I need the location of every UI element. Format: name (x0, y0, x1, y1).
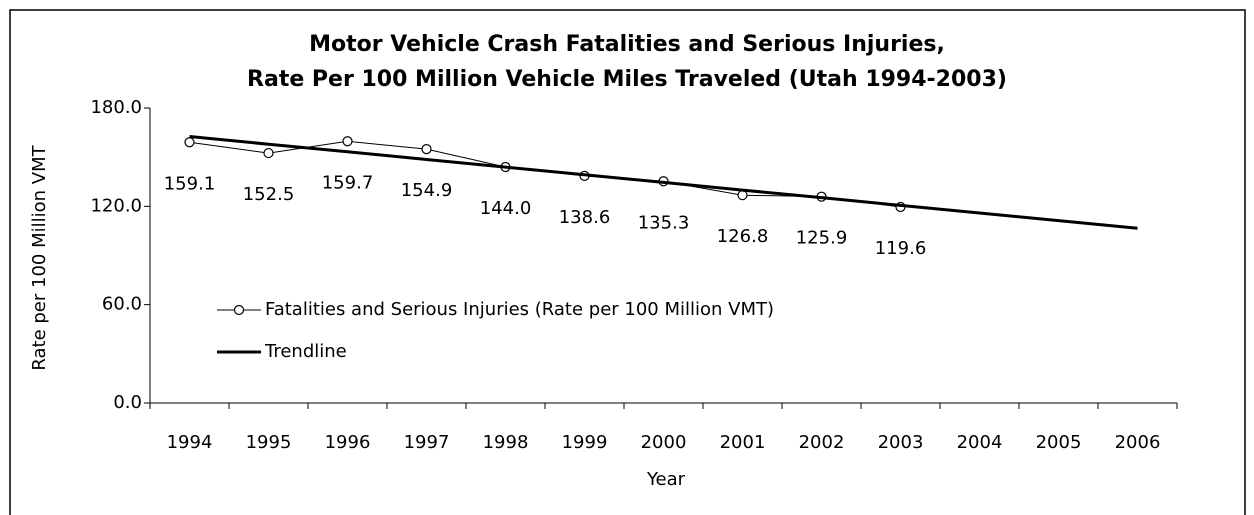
legend-marker (233, 304, 245, 316)
x-tick-label: 2003 (878, 432, 924, 453)
x-tick-label: 1998 (483, 432, 529, 453)
y-tick-label: 180.0 (90, 97, 142, 118)
data-label: 159.1 (164, 173, 216, 194)
chart-frame (9, 9, 1246, 515)
data-label: 126.8 (717, 226, 769, 247)
data-label: 154.9 (401, 180, 453, 201)
x-tick-label: 1999 (562, 432, 608, 453)
x-tick-label: 1996 (325, 432, 371, 453)
data-label: 125.9 (796, 228, 848, 249)
x-tick-label: 2005 (1036, 432, 1082, 453)
data-label: 135.3 (638, 212, 690, 233)
x-tick-label: 2006 (1115, 432, 1161, 453)
x-tick-label: 1997 (404, 432, 450, 453)
data-label: 138.6 (559, 207, 611, 228)
data-label: 144.0 (480, 198, 532, 219)
data-point (737, 190, 748, 201)
data-line (189, 140, 901, 208)
data-label: 119.6 (875, 238, 927, 259)
x-axis-label: Year (646, 469, 686, 490)
legend-label: Fatalities and Serious Injuries (Rate pe… (265, 299, 774, 320)
x-tick-label: 2002 (799, 432, 845, 453)
y-tick-label: 120.0 (90, 195, 142, 216)
data-point (421, 144, 432, 155)
data-point (184, 137, 195, 148)
trendline (189, 135, 1138, 230)
data-label: 159.7 (322, 172, 374, 193)
y-axis-label: Rate per 100 Million VMT (29, 144, 50, 370)
y-tick-label: 0.0 (113, 392, 142, 413)
chart-title: Motor Vehicle Crash Fatalities and Serio… (309, 32, 945, 57)
data-point (263, 147, 274, 159)
data-point (342, 136, 353, 147)
x-tick-label: 1994 (167, 432, 213, 453)
chart-title: Rate Per 100 Million Vehicle Miles Trave… (247, 67, 1007, 92)
x-tick-label: 2004 (957, 432, 1003, 453)
x-tick-label: 2001 (720, 432, 766, 453)
x-tick-label: 2000 (641, 432, 687, 453)
y-tick-label: 60.0 (102, 294, 142, 315)
legend-label: Trendline (264, 341, 347, 362)
x-tick-label: 1995 (246, 432, 292, 453)
data-label: 152.5 (243, 184, 295, 205)
